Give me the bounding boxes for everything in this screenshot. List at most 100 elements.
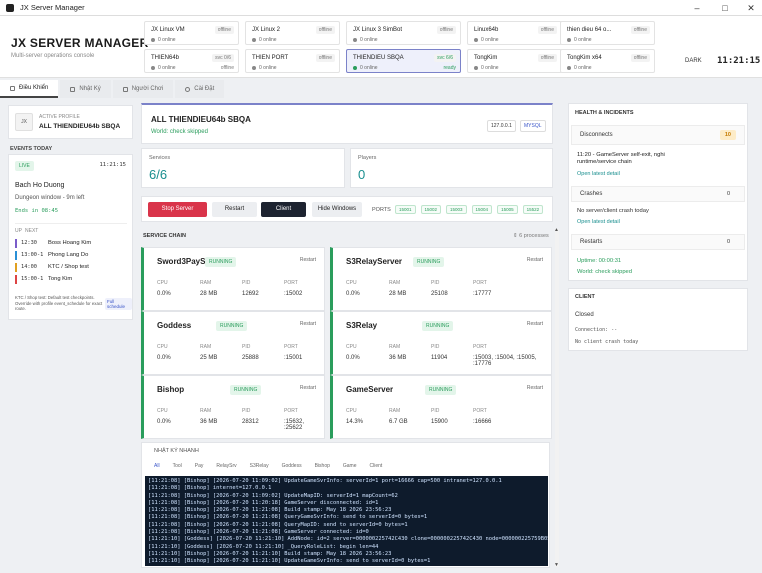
stop-server-button[interactable]: Stop Server: [148, 202, 207, 217]
port-chip[interactable]: 15522: [522, 205, 544, 214]
client-button[interactable]: Client: [261, 202, 306, 217]
ports-label: PORTS: [372, 207, 391, 213]
server-status-badge: offline: [436, 26, 456, 34]
db-badge: MYSQL: [520, 120, 546, 132]
minimize-icon[interactable]: –: [694, 3, 700, 13]
service-restart-button[interactable]: Restart: [299, 385, 316, 391]
log-filter-tab[interactable]: All: [154, 463, 160, 469]
restarts-row[interactable]: Restarts 0: [571, 234, 745, 250]
log-filter-tab[interactable]: Tool: [172, 463, 182, 469]
server-card[interactable]: JX Linux VM offline 0 online: [144, 21, 239, 45]
server-online-count: 0 online: [259, 65, 277, 71]
metric-label-ram: RAM: [200, 280, 212, 286]
service-restart-button[interactable]: Restart: [526, 321, 543, 327]
server-card[interactable]: THIEN PORT offline 0 online: [245, 49, 340, 73]
port-chip[interactable]: 15005: [497, 205, 518, 214]
server-card[interactable]: THIENDIEU SBQA svc 6/6 0 online ready: [346, 49, 461, 73]
port-chip[interactable]: 15003: [446, 205, 467, 214]
tab-cai-dat[interactable]: Cài Đặt: [175, 80, 225, 98]
service-card: Goddess RUNNING Restart CPU 0.0% RAM 25 MB PID 2…: [141, 311, 325, 375]
open-latest-link-2[interactable]: Open latest detail: [577, 219, 620, 225]
health-panel: HEALTH & INCIDENTS Disconnects 10 11:20 …: [568, 103, 748, 281]
disconnects-row[interactable]: Disconnects 10: [571, 125, 745, 145]
log-filter-tab[interactable]: Pay: [194, 463, 204, 469]
server-status-badge: offline: [630, 26, 650, 34]
server-card[interactable]: THIEN64b svc 0/6 0 online offline: [144, 49, 239, 73]
log-line: [11:21:10] [Bishop] [2026-07-20 11:21:10…: [148, 550, 392, 557]
service-restart-button[interactable]: Restart: [299, 321, 316, 327]
metric-label-cpu: CPU: [157, 280, 168, 286]
log-filter-tab[interactable]: Bishop: [314, 463, 330, 469]
service-name: S3Relay: [346, 321, 378, 330]
log-filter-tab[interactable]: Goddess: [281, 463, 302, 469]
tab-nhat-ky[interactable]: Nhật Ký: [60, 80, 111, 98]
ip-badge: 127.0.0.1: [487, 120, 516, 132]
crashes-row[interactable]: Crashes 0: [571, 186, 745, 202]
service-card: GameServer RUNNING Restart CPU 14.3% RAM 6.7 G…: [330, 375, 552, 439]
service-card: S3RelayServer RUNNING Restart CPU 0.0% RAM 28 …: [330, 247, 552, 311]
scroll-down-icon[interactable]: ▼: [554, 562, 559, 568]
port-chip[interactable]: 15001: [395, 205, 416, 214]
metric-label-pid: PID: [431, 280, 440, 286]
col-next: NEXT: [25, 228, 39, 234]
event-time: 12:30: [21, 240, 37, 246]
service-card: S3Relay RUNNING Restart CPU 0.0% RAM 36 MB PID 1…: [330, 311, 552, 375]
log-line: [11:21:08] [Bishop] internet=127.0.0.1: [148, 485, 272, 492]
log-filters: All Tool Pay RelaySrv S3Relay Goddess Bishop Ga…: [154, 463, 382, 469]
server-card[interactable]: thien dieu 64 o... offline 0 online: [560, 21, 655, 45]
service-name: Goddess: [157, 321, 192, 330]
log-filter-tab[interactable]: S3Relay: [249, 463, 269, 469]
metric-value-port: :15002: [284, 291, 303, 297]
dark-mode-toggle[interactable]: DARK: [685, 58, 702, 64]
server-secondary-badge: ready: [443, 65, 456, 71]
server-card[interactable]: TongKim x64 offline 0 online: [560, 49, 655, 73]
disconnects-count: 10: [719, 130, 736, 140]
hide-windows-button[interactable]: Hide Windows: [312, 202, 362, 217]
server-online-count: 0 online: [158, 65, 176, 71]
event-ends: Ends in 08:45: [15, 208, 59, 214]
main-tabs: Điều Khiển Nhật Ký Người Chơi Cài Đặt: [0, 80, 226, 98]
status-dot-icon: [474, 66, 478, 70]
main-title: ALL THIENDIEU64b SBQA: [151, 115, 251, 124]
metric-label-port: PORT: [473, 344, 487, 350]
server-name: TongKim x64: [567, 55, 602, 61]
full-schedule-button[interactable]: Full schedule: [105, 298, 132, 310]
server-card[interactable]: JX Linux 3 SimBot offline 0 online: [346, 21, 461, 45]
events-note: KTC / Shop test: Default test checkpoint…: [15, 295, 103, 311]
crashes-text: No server/client crash today: [577, 208, 649, 214]
main-scrollbar[interactable]: [555, 229, 559, 567]
server-online-count: 0 online: [360, 65, 378, 71]
server-card[interactable]: JX Linux 2 offline 0 online: [245, 21, 340, 45]
metric-value-cpu: 14.3%: [346, 419, 364, 425]
metric-label-pid: PID: [242, 408, 251, 414]
port-chip[interactable]: 15002: [420, 205, 442, 214]
service-restart-button[interactable]: Restart: [299, 257, 316, 263]
open-latest-link[interactable]: Open latest detail: [577, 171, 620, 177]
service-restart-button[interactable]: Restart: [526, 385, 543, 391]
tab-dieu-khien[interactable]: Điều Khiển: [0, 80, 59, 98]
restart-button[interactable]: Restart: [212, 202, 257, 217]
service-status-badge: RUNNING: [413, 257, 445, 267]
server-card[interactable]: TongKim offline 0 online: [467, 49, 562, 73]
metric-label-ram: RAM: [389, 408, 401, 414]
services-label: Services: [149, 155, 171, 161]
metric-value-ram: 25 MB: [200, 355, 218, 361]
metric-value-port: :16666: [473, 419, 492, 425]
log-console[interactable]: [11:21:08] [Bishop] [2026-07-20 11:09:02…: [145, 476, 548, 566]
log-filter-tab[interactable]: Game: [342, 463, 357, 469]
log-filter-tab[interactable]: Client: [369, 463, 383, 469]
port-chip[interactable]: 15004: [471, 205, 493, 214]
server-card[interactable]: Linux64b offline 0 online: [467, 21, 562, 45]
server-status-badge: offline: [537, 26, 557, 34]
close-icon[interactable]: ✕: [747, 3, 755, 13]
log-filter-tab[interactable]: RelaySrv: [216, 463, 237, 469]
client-crash: No client crash today: [575, 339, 639, 345]
metric-value-pid: 25888: [242, 355, 259, 361]
scroll-up-icon[interactable]: ▲: [554, 227, 559, 233]
metric-value-port: :15632, :25622: [284, 419, 305, 431]
maximize-icon[interactable]: □: [722, 3, 728, 13]
profile-avatar: JX: [15, 113, 33, 131]
service-restart-button[interactable]: Restart: [526, 257, 543, 263]
tab-nguoi-choi[interactable]: Người Chơi: [112, 80, 174, 98]
metric-value-pid: 11904: [431, 355, 448, 361]
